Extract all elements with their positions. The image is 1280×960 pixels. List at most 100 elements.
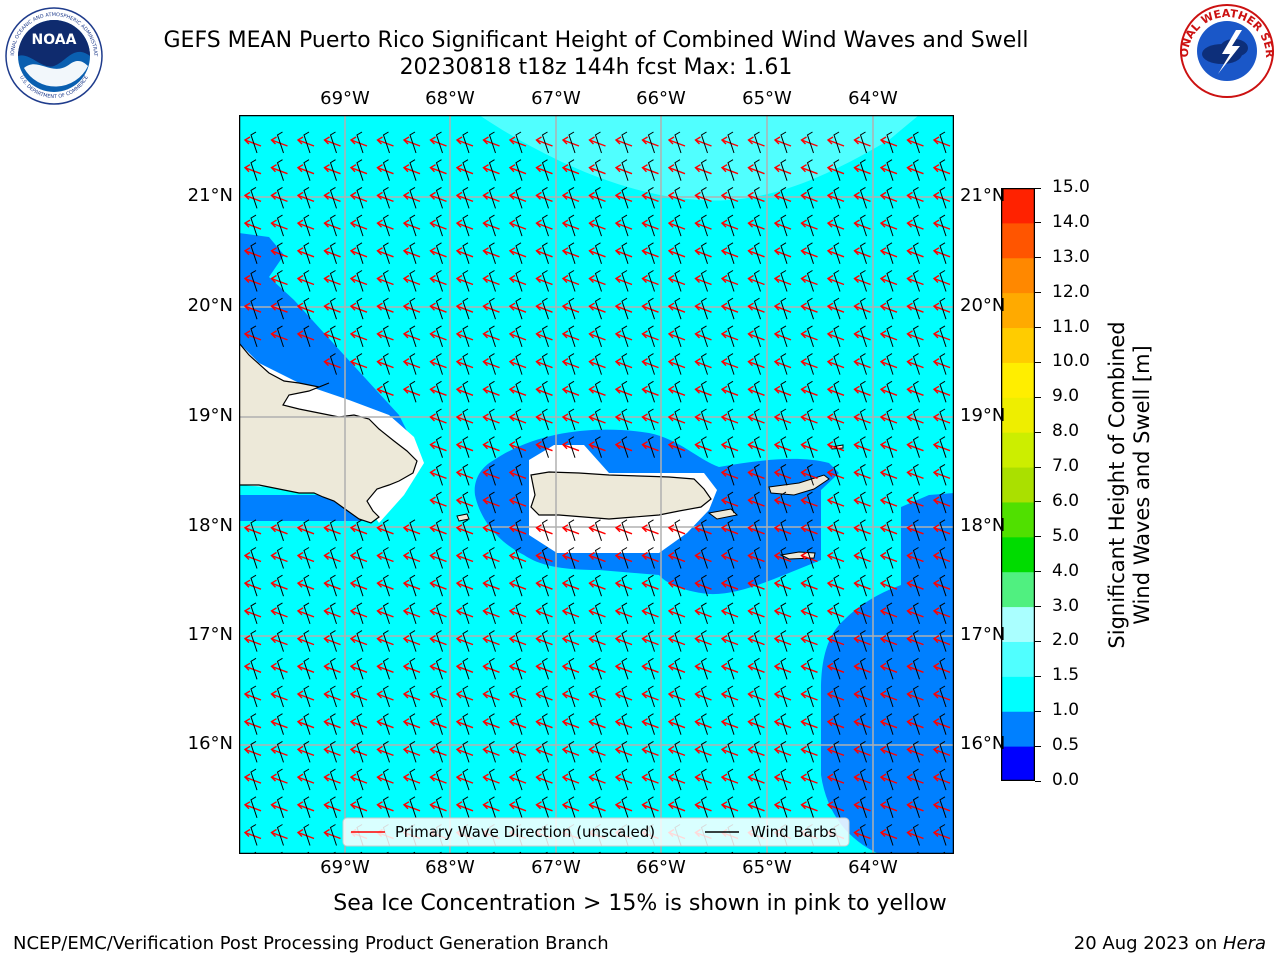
wave-arrow-head bbox=[376, 579, 383, 588]
wind-barb bbox=[674, 740, 682, 763]
wave-arrow bbox=[801, 167, 818, 175]
wave-arrow-head bbox=[720, 496, 728, 505]
wind-barb bbox=[356, 242, 364, 264]
wind-barb bbox=[833, 740, 841, 763]
wave-arrow-head bbox=[694, 773, 701, 782]
wind-barb bbox=[833, 574, 841, 597]
wave-arrow-head bbox=[270, 718, 277, 727]
wind-barb bbox=[409, 685, 417, 708]
wave-arrow-head bbox=[270, 607, 277, 616]
wave-arrow-head bbox=[402, 718, 410, 727]
wave-arrow-head bbox=[349, 274, 357, 283]
wave-arrow bbox=[430, 554, 447, 563]
wave-arrow-head bbox=[535, 718, 542, 727]
wave-arrow bbox=[589, 610, 606, 618]
wave-arrow bbox=[562, 804, 580, 812]
wave-arrow bbox=[456, 527, 474, 535]
wind-barb bbox=[515, 380, 523, 403]
wind-barb bbox=[859, 270, 867, 292]
wave-arrow bbox=[907, 499, 924, 507]
wave-arrow-head bbox=[323, 330, 330, 339]
wind-barb bbox=[382, 297, 390, 320]
wave-arrow bbox=[854, 388, 871, 396]
wave-arrow-head bbox=[455, 579, 463, 588]
wave-arrow-head bbox=[402, 136, 410, 145]
wave-arrow bbox=[880, 222, 898, 230]
wave-arrow bbox=[642, 416, 659, 424]
wave-arrow bbox=[642, 250, 659, 258]
wave-arrow bbox=[456, 167, 474, 175]
wave-arrow bbox=[880, 831, 898, 840]
wave-arrow-head bbox=[614, 385, 622, 394]
wind-barb bbox=[488, 270, 496, 292]
wind-barb bbox=[939, 519, 947, 541]
wave-arrow bbox=[933, 499, 951, 507]
wave-arrow bbox=[430, 471, 447, 480]
wave-arrow bbox=[244, 804, 262, 812]
wave-arrow-head bbox=[270, 302, 277, 311]
wind-barb bbox=[700, 131, 708, 154]
wave-arrow-head bbox=[482, 219, 489, 228]
wind-barb bbox=[700, 436, 708, 458]
wave-arrow bbox=[615, 776, 633, 784]
wave-arrow bbox=[589, 139, 606, 147]
wind-barb bbox=[621, 602, 629, 625]
wave-arrow-head bbox=[932, 773, 940, 782]
wind-barb bbox=[515, 685, 523, 708]
colorbar-band bbox=[1001, 606, 1035, 642]
wave-arrow bbox=[880, 693, 898, 701]
wave-arrow-head bbox=[694, 302, 701, 311]
wave-arrow-head bbox=[429, 302, 436, 311]
wave-arrow bbox=[721, 167, 739, 175]
wave-arrow-head bbox=[402, 357, 410, 367]
wave-arrow-head bbox=[906, 357, 913, 367]
wave-arrow bbox=[483, 610, 500, 618]
wind-barb bbox=[753, 159, 761, 181]
wind-barb bbox=[488, 353, 496, 375]
wave-arrow-head bbox=[349, 662, 357, 671]
wave-arrow bbox=[695, 748, 712, 757]
wave-arrow bbox=[854, 194, 871, 203]
wave-arrow bbox=[456, 693, 474, 701]
wave-arrow bbox=[430, 277, 447, 286]
wave-arrow bbox=[350, 360, 368, 369]
wave-arrow-head bbox=[588, 164, 595, 173]
wave-arrow-head bbox=[614, 690, 622, 699]
wind-barb bbox=[753, 630, 761, 652]
wind-barb bbox=[382, 630, 390, 652]
wind-barb bbox=[462, 214, 470, 237]
wave-arrow bbox=[562, 776, 580, 784]
wind-barb bbox=[647, 186, 655, 209]
lat-label-left: 16°N bbox=[187, 733, 233, 754]
wave-arrow bbox=[430, 416, 447, 424]
wind-barb bbox=[250, 796, 258, 818]
wind-barb bbox=[859, 824, 867, 846]
wave-arrow-head bbox=[243, 274, 251, 283]
wave-arrow bbox=[297, 582, 315, 590]
wave-arrow-head bbox=[376, 136, 383, 145]
wind-barb bbox=[859, 630, 867, 652]
wind-barb bbox=[382, 657, 390, 680]
wave-arrow bbox=[642, 527, 659, 535]
wave-arrow-head bbox=[376, 551, 383, 560]
wind-barb bbox=[329, 824, 337, 846]
wind-barb bbox=[488, 297, 496, 320]
wave-arrow-head bbox=[243, 136, 251, 145]
wind-barb bbox=[462, 519, 470, 541]
wave-arrow-head bbox=[826, 579, 834, 588]
wave-arrow-head bbox=[429, 662, 436, 671]
wind-barb bbox=[462, 602, 470, 625]
wave-arrow-head bbox=[667, 385, 675, 394]
wind-barb bbox=[409, 519, 417, 541]
colorbar-tick-label: 12.0 bbox=[1052, 281, 1090, 302]
wind-barb bbox=[700, 186, 708, 209]
wave-arrow bbox=[271, 139, 288, 147]
wind-barb bbox=[435, 547, 443, 569]
wave-arrow-head bbox=[932, 136, 940, 145]
wave-arrow-head bbox=[800, 468, 807, 477]
wave-arrow bbox=[483, 416, 500, 424]
wave-arrow-head bbox=[614, 441, 622, 450]
wind-barb bbox=[621, 547, 629, 569]
wave-height-contour-low-se bbox=[821, 493, 954, 854]
wave-arrow-head bbox=[906, 496, 913, 505]
